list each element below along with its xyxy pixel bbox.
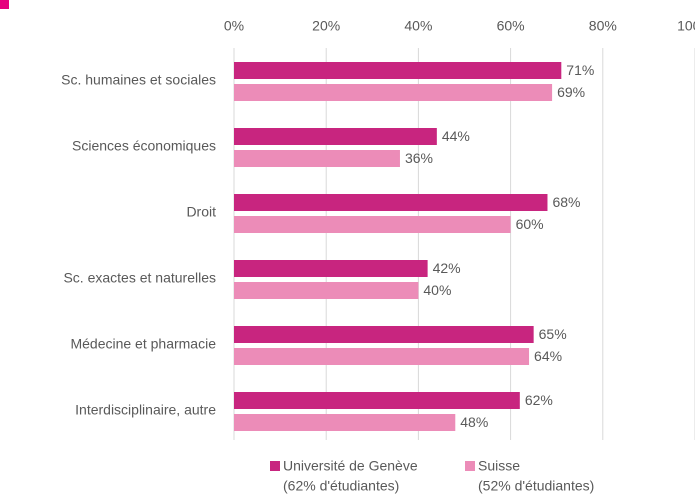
bar: [234, 282, 419, 299]
y-tick-label: Interdisciplinaire, autre: [75, 402, 216, 418]
value-label: 68%: [552, 194, 580, 210]
value-label: 69%: [557, 84, 585, 100]
bar: [234, 84, 553, 101]
value-label: 48%: [460, 414, 488, 430]
bar: [234, 194, 548, 211]
y-tick-label: Sciences économiques: [72, 138, 216, 154]
bar: [234, 348, 530, 365]
value-label: 65%: [539, 326, 567, 342]
legend-swatch: [270, 461, 280, 471]
x-tick-label: 100%: [677, 18, 695, 34]
value-label: 64%: [534, 348, 562, 364]
y-tick-label: Droit: [186, 204, 216, 220]
legend-note: (52% d'étudiantes): [478, 478, 594, 494]
decoration: [0, 0, 9, 9]
value-label: 36%: [405, 150, 433, 166]
bar: [234, 216, 511, 233]
legend-note: (62% d'étudiantes): [283, 478, 399, 494]
x-tick-label: 60%: [497, 18, 525, 34]
x-tick-label: 20%: [312, 18, 340, 34]
bar: [234, 392, 520, 409]
x-tick-label: 40%: [404, 18, 432, 34]
y-tick-label: Sc. humaines et sociales: [61, 72, 216, 88]
x-tick-label: 80%: [589, 18, 617, 34]
bar: [234, 260, 428, 277]
bar: [234, 326, 534, 343]
bar: [234, 62, 562, 79]
legend-label: Université de Genève: [283, 458, 418, 474]
legend-swatch: [465, 461, 475, 471]
bar: [234, 150, 400, 167]
value-label: 62%: [525, 392, 553, 408]
x-tick-label: 0%: [224, 18, 244, 34]
bar: [234, 414, 456, 431]
value-label: 40%: [423, 282, 451, 298]
value-label: 42%: [433, 260, 461, 276]
value-label: 44%: [442, 128, 470, 144]
y-tick-label: Médecine et pharmacie: [70, 336, 216, 352]
y-tick-label: Sc. exactes et naturelles: [63, 270, 216, 286]
legend-label: Suisse: [478, 458, 520, 474]
value-label: 60%: [516, 216, 544, 232]
bar: [234, 128, 437, 145]
value-label: 71%: [566, 62, 594, 78]
